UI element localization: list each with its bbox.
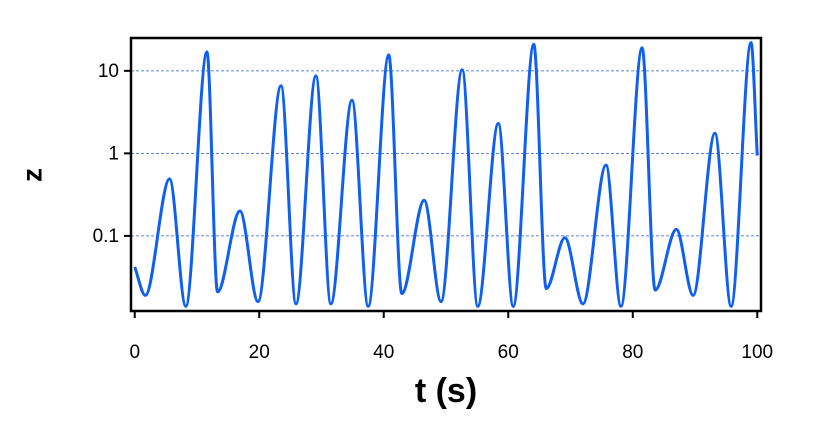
x-tick-label: 0 — [129, 342, 140, 363]
x-tick-label: 40 — [373, 342, 394, 363]
y-axis-label: z — [16, 168, 47, 182]
y-tick-label: 0.1 — [93, 226, 119, 247]
y-tick-label: 1 — [108, 143, 119, 164]
x-tick-label: 80 — [622, 342, 643, 363]
x-tick-label: 100 — [741, 342, 773, 363]
y-tick-label: 10 — [98, 61, 119, 82]
data-line — [133, 41, 759, 308]
plot-frame — [129, 36, 763, 313]
x-axis-label: t (s) — [415, 372, 477, 410]
x-tick-label: 60 — [498, 342, 519, 363]
x-tick-label: 20 — [249, 342, 270, 363]
